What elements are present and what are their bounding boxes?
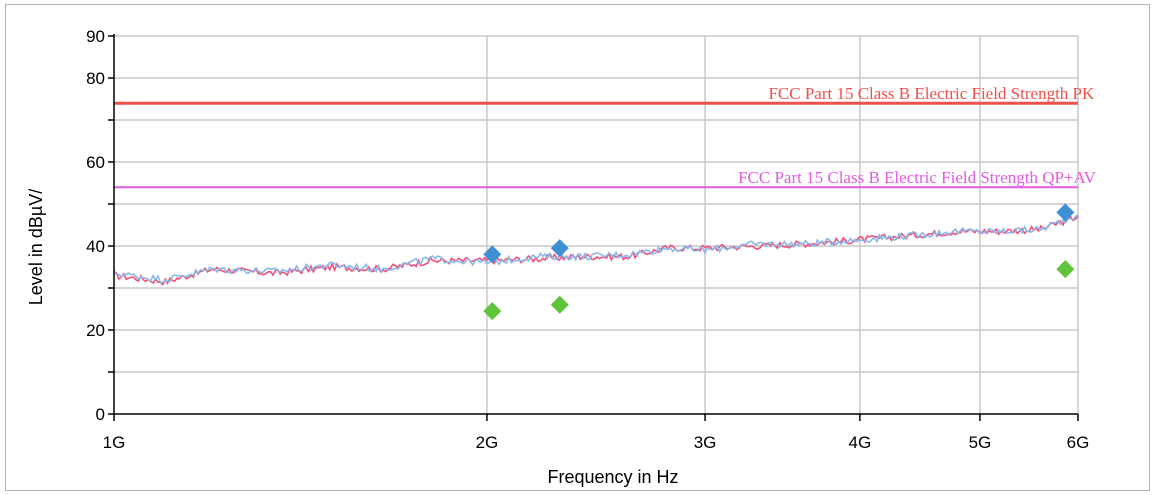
average-marker (483, 302, 502, 321)
axis-layer: 0 20 40 60 80 90 1G 2G 3G 4G 5G 6G (86, 27, 1089, 452)
x-tick-label: 1G (103, 433, 126, 452)
x-tick-label: 2G (476, 433, 499, 452)
peak-marker (1056, 203, 1075, 222)
y-tick-label: 80 (86, 69, 105, 88)
limit-line-label: FCC Part 15 Class B Electric Field Stren… (738, 168, 1097, 187)
y-tick-label: 60 (86, 153, 105, 172)
x-axis-title: Frequency in Hz (547, 467, 678, 487)
y-tick-label: 90 (86, 27, 105, 46)
grid-layer (114, 35, 1079, 414)
chart-frame (5, 4, 1150, 491)
x-tick-label: 6G (1067, 433, 1090, 452)
y-tick-label: 40 (86, 237, 105, 256)
y-tick-label: 20 (86, 321, 105, 340)
x-tick-label: 4G (849, 433, 872, 452)
y-axis-title: Level in dBµV/ (26, 189, 46, 305)
average-marker (1056, 260, 1075, 279)
x-tick-label: 5G (969, 433, 992, 452)
y-tick-label: 0 (96, 405, 105, 424)
limit-lines: FCC Part 15 Class B Electric Field Stren… (114, 84, 1097, 189)
series-layer (113, 213, 1079, 286)
limit-line-label: FCC Part 15 Class B Electric Field Stren… (768, 84, 1095, 103)
marker-layer (483, 203, 1075, 321)
x-tick-label: 3G (694, 433, 717, 452)
peak-marker (550, 239, 569, 258)
average-marker (550, 295, 569, 314)
trace-line (113, 213, 1079, 284)
trace-line (113, 215, 1079, 286)
peak-marker (483, 245, 502, 264)
